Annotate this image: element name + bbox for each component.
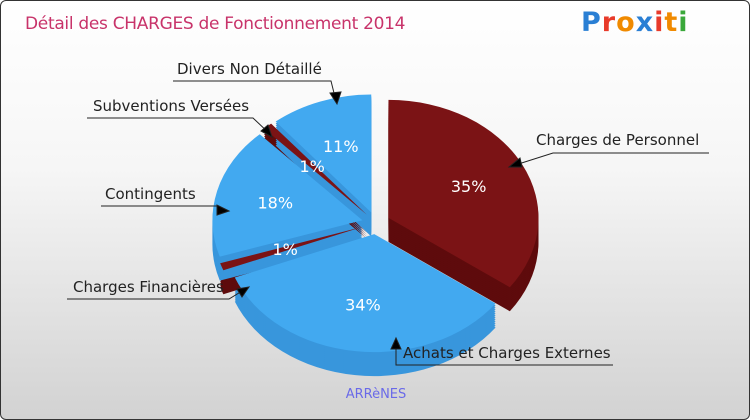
value-label-divers-non-detaille: 11% (323, 137, 359, 156)
value-label-achats-et-charges-externes: 34% (345, 295, 381, 314)
label-subventions-versees: Subventions Versées (93, 97, 250, 115)
arrow-divers (329, 91, 342, 106)
slice-subventions-versees[interactable] (264, 123, 367, 215)
logo-letter: o (616, 7, 636, 38)
value-label-charges-financieres: 1% (273, 240, 298, 259)
slice-contingents[interactable] (212, 134, 363, 257)
label-achats-charges-externes: Achats et Charges Externes (403, 344, 611, 362)
label-charges-personnel: Charges de Personnel (536, 131, 700, 149)
logo-letter: x (635, 7, 655, 38)
value-label-subventions-versees: 1% (299, 157, 324, 176)
leader-line-personnel (508, 152, 709, 168)
arrow-contingents (216, 204, 231, 216)
chart-title: Détail des CHARGES de Fonctionnement 201… (25, 14, 406, 34)
value-label-charges-de-personnel: 35% (451, 177, 487, 196)
label-divers-non-detaille: Divers Non Détaillé (177, 60, 322, 78)
leader-line-subventions (87, 117, 272, 136)
value-label-contingents: 18% (257, 194, 293, 213)
slice-charges-financieres[interactable] (220, 226, 363, 271)
logo-letter: t (664, 7, 679, 38)
label-contingents: Contingents (105, 185, 196, 203)
arrow-subventions (260, 124, 273, 139)
proxiti-logo[interactable]: Proxiti (581, 7, 689, 38)
arrow-achats (390, 336, 402, 350)
logo-letter: i (654, 7, 665, 38)
label-charges-financieres: Charges Financières (73, 278, 224, 296)
slice-charges-de-personnel[interactable] (388, 99, 539, 288)
arrow-personnel (507, 157, 523, 168)
slice-achats-et-charges-externes[interactable] (234, 234, 496, 353)
logo-letter: i (678, 7, 689, 38)
logo-letter: r (601, 7, 617, 38)
leader-line-contingents (101, 205, 228, 212)
arrow-financieres (236, 286, 251, 298)
chart-subtitle-city: ARRèNES (345, 387, 407, 402)
logo-letter: P (581, 7, 602, 38)
slice-divers-non-detaille[interactable] (275, 94, 372, 213)
